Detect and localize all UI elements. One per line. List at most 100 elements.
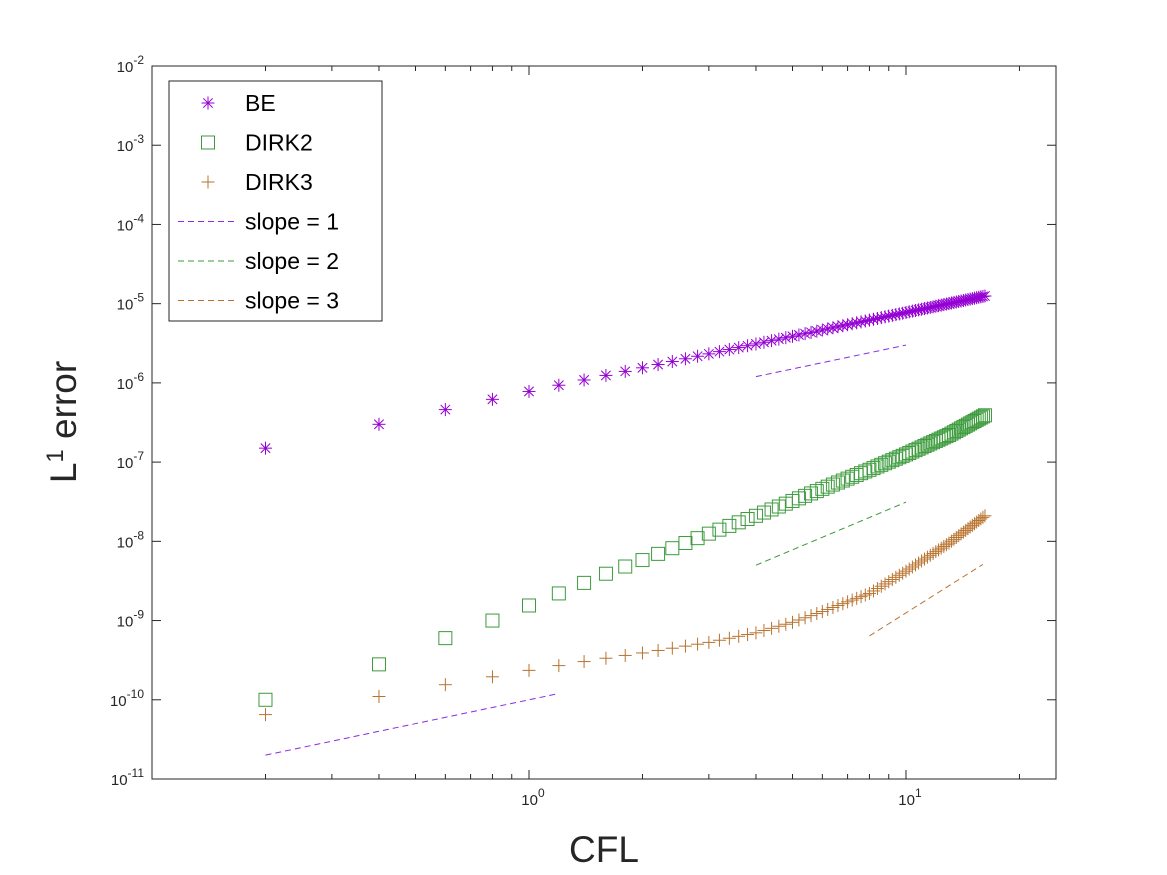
- square-outline: [577, 575, 592, 590]
- tick-base: 10: [110, 693, 127, 710]
- tick-exponent: -8: [133, 528, 144, 542]
- tick-exponent: -10: [127, 687, 145, 701]
- marker-plus: [438, 678, 452, 692]
- square-outline: [914, 440, 929, 455]
- square-outline: [678, 535, 693, 550]
- square-outline: [371, 657, 386, 672]
- y-tick-label: 10-10: [110, 687, 144, 710]
- marker-square: [371, 657, 386, 672]
- marker-plus: [889, 570, 903, 584]
- marker-plus: [785, 615, 799, 629]
- asterisk-stroke: [773, 334, 784, 345]
- asterisk-stroke: [440, 404, 451, 415]
- marker-asterisk: [749, 337, 763, 351]
- square-outline: [825, 477, 840, 492]
- marker-square: [973, 410, 988, 425]
- marker-asterisk: [712, 345, 726, 359]
- tick-base: 10: [521, 792, 538, 809]
- asterisk-stroke: [860, 315, 871, 327]
- y-tick-label: 10-6: [117, 370, 145, 393]
- marker-square: [920, 437, 935, 452]
- marker-plus: [944, 534, 958, 548]
- marker-asterisk: [485, 392, 499, 406]
- marker-asterisk: [732, 341, 746, 355]
- marker-asterisk: [372, 417, 386, 431]
- marker-square: [881, 454, 896, 469]
- tick-base: 10: [117, 534, 134, 551]
- tick-base: 10: [117, 297, 134, 314]
- marker-asterisk: [722, 343, 736, 357]
- y-tick-label: 10-2: [117, 53, 145, 76]
- slope-line: [755, 344, 907, 378]
- marker-square: [914, 440, 929, 455]
- asterisk-stroke: [553, 380, 564, 391]
- marker-square: [740, 511, 755, 526]
- tick-exponent: -3: [133, 132, 144, 146]
- marker-plus: [804, 609, 818, 623]
- marker-square: [618, 559, 633, 574]
- square-outline: [809, 484, 824, 499]
- marker-square: [798, 488, 813, 503]
- square-outline: [551, 586, 566, 601]
- marker-plus: [923, 548, 937, 562]
- marker-square: [809, 484, 824, 499]
- marker-plus: [485, 670, 499, 684]
- y-tick-labels: 10-1110-1010-910-810-710-610-510-410-310…: [110, 53, 144, 789]
- square-outline: [748, 508, 763, 523]
- asterisk-stroke: [523, 386, 535, 397]
- marker-plus: [798, 611, 812, 625]
- slope-line: [869, 563, 984, 637]
- marker-plus: [757, 624, 771, 638]
- marker-plus: [920, 550, 934, 564]
- asterisk-stroke: [780, 332, 791, 343]
- x-axis-label: CFL: [569, 829, 639, 870]
- square-outline: [618, 559, 633, 574]
- marker-plus: [826, 600, 840, 614]
- tick-base: 10: [117, 217, 134, 234]
- marker-square: [804, 486, 819, 501]
- marker-plus: [522, 663, 536, 677]
- marker-plus: [831, 599, 845, 613]
- marker-plus: [810, 607, 824, 621]
- marker-asterisk: [577, 373, 591, 387]
- square-outline: [870, 459, 885, 474]
- asterisk-stroke: [260, 443, 271, 454]
- square-outline: [878, 456, 893, 471]
- square-outline: [973, 410, 988, 425]
- marker-plus: [651, 643, 665, 657]
- marker-square: [862, 462, 877, 477]
- marker-square: [764, 502, 779, 517]
- asterisk-stroke: [620, 366, 631, 377]
- marker-plus: [772, 619, 786, 633]
- marker-square: [874, 457, 889, 472]
- marker-plus: [732, 629, 746, 643]
- y-axis-label-sup: 1: [42, 449, 69, 462]
- marker-plus: [702, 635, 716, 649]
- legend-label: slope = 2: [245, 248, 339, 274]
- legend-box: [168, 80, 383, 322]
- marker-plus: [599, 651, 613, 665]
- asterisk-stroke: [758, 337, 769, 348]
- legend-marker-plus: [201, 175, 215, 189]
- asterisk-stroke: [487, 394, 498, 405]
- marker-plus: [678, 639, 692, 653]
- asterisk-stroke: [637, 362, 648, 373]
- square-outline: [862, 462, 877, 477]
- x-tick-labels: 100 101: [521, 786, 922, 809]
- square-outline: [438, 631, 453, 646]
- square-outline: [258, 692, 273, 707]
- marker-asterisk: [804, 325, 818, 339]
- marker-plus: [934, 541, 948, 555]
- legend-label: DIRK3: [245, 169, 313, 195]
- asterisk-stroke: [202, 97, 214, 109]
- square-outline: [866, 461, 881, 476]
- tick-exponent: 1: [915, 786, 922, 800]
- square-outline: [722, 518, 737, 533]
- asterisk-stroke: [851, 317, 862, 328]
- marker-plus: [926, 546, 940, 560]
- y-axis-label: L1 error: [42, 361, 85, 483]
- y-tick-label: 10-11: [111, 766, 144, 789]
- asterisk-stroke: [600, 370, 611, 381]
- marker-asterisk: [599, 368, 613, 382]
- marker-square: [438, 631, 453, 646]
